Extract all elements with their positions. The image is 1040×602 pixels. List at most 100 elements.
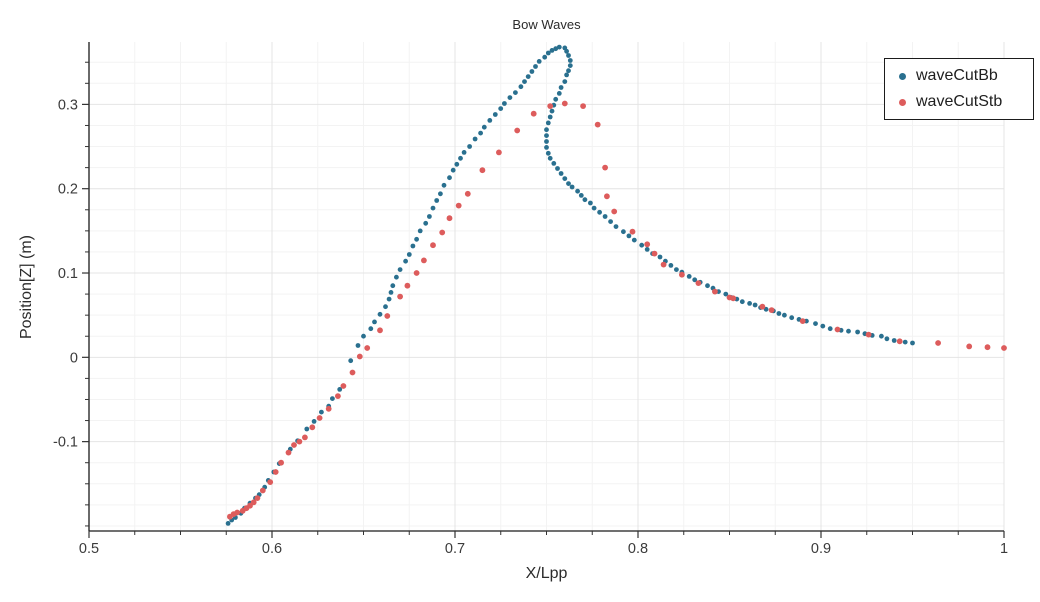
- data-point-waveCutBb: [225, 521, 231, 526]
- data-point-waveCutBb: [846, 328, 851, 334]
- data-point-waveCutStb: [421, 257, 427, 264]
- data-point-waveCutBb: [613, 224, 619, 230]
- data-point-waveCutBb: [827, 326, 833, 332]
- data-point-waveCutBb: [454, 161, 460, 167]
- data-point-waveCutStb: [547, 103, 554, 109]
- data-point-waveCutBb: [547, 155, 553, 161]
- data-point-waveCutBb: [558, 171, 564, 176]
- data-point-waveCutBb: [372, 319, 377, 325]
- data-point-waveCutBb: [855, 329, 860, 335]
- y-tick-label: 0.1: [58, 266, 78, 282]
- x-tick-label: 0.8: [628, 541, 648, 557]
- data-point-waveCutBb: [337, 387, 343, 392]
- data-point-waveCutBb: [820, 323, 826, 329]
- data-point-waveCutBb: [910, 340, 915, 346]
- data-point-waveCutStb: [285, 449, 292, 456]
- data-point-waveCutStb: [834, 326, 841, 333]
- data-point-waveCutBb: [458, 155, 463, 161]
- data-point-waveCutBb: [549, 108, 555, 114]
- data-point-waveCutStb: [291, 442, 297, 448]
- data-point-waveCutStb: [604, 193, 610, 200]
- y-tick-label: -0.1: [53, 435, 78, 451]
- data-point-waveCutBb: [544, 127, 549, 133]
- data-point-waveCutBb: [319, 409, 324, 415]
- data-point-waveCutBb: [533, 64, 538, 69]
- data-point-waveCutBb: [472, 136, 478, 142]
- data-point-waveCutBb: [502, 101, 507, 106]
- data-point-waveCutStb: [316, 415, 323, 421]
- data-point-waveCutStb: [479, 167, 486, 174]
- data-point-waveCutStb: [644, 241, 651, 248]
- data-point-waveCutBb: [674, 267, 679, 272]
- data-point-waveCutBb: [626, 233, 632, 239]
- data-point-waveCutStb: [446, 215, 453, 222]
- data-point-waveCutBb: [567, 58, 573, 63]
- data-point-waveCutBb: [566, 53, 571, 58]
- data-point-waveCutStb: [364, 345, 371, 351]
- legend-item-waveCutStb[interactable]: waveCutStb: [885, 93, 1033, 111]
- data-point-waveCutBb: [368, 326, 374, 332]
- chart-title: Bow Waves: [512, 17, 581, 32]
- data-point-waveCutBb: [545, 150, 551, 156]
- data-point-waveCutBb: [723, 291, 729, 297]
- data-point-waveCutBb: [492, 112, 498, 117]
- data-point-waveCutBb: [467, 144, 472, 149]
- data-point-waveCutBb: [591, 205, 597, 211]
- data-point-waveCutBb: [547, 114, 553, 120]
- data-point-waveCutBb: [567, 63, 573, 68]
- data-point-waveCutStb: [404, 282, 411, 289]
- x-tick-label: 0.9: [811, 541, 831, 557]
- legend: waveCutBb waveCutStb: [884, 58, 1034, 120]
- data-point-waveCutBb: [564, 48, 569, 54]
- data-point-waveCutBb: [487, 118, 493, 123]
- data-point-waveCutBb: [542, 54, 548, 60]
- data-point-waveCutStb: [335, 393, 341, 399]
- data-point-waveCutBb: [522, 79, 527, 84]
- data-point-waveCutBb: [602, 214, 608, 219]
- data-point-waveCutBb: [549, 48, 555, 53]
- data-point-waveCutStb: [799, 318, 806, 324]
- data-point-waveCutStb: [259, 487, 266, 494]
- data-point-waveCutBb: [879, 333, 884, 339]
- data-point-waveCutStb: [325, 405, 332, 412]
- data-point-waveCutBb: [434, 198, 440, 203]
- x-axis-title: X/Lpp: [525, 565, 568, 582]
- data-point-waveCutStb: [309, 424, 316, 431]
- data-point-waveCutBb: [752, 302, 758, 308]
- data-point-waveCutStb: [660, 261, 667, 268]
- data-point-waveCutStb: [278, 459, 284, 466]
- data-point-waveCutStb: [896, 338, 903, 345]
- data-point-waveCutBb: [447, 175, 452, 181]
- data-point-waveCutStb: [768, 307, 775, 313]
- data-point-waveCutStb: [464, 190, 471, 197]
- data-point-waveCutBb: [410, 243, 416, 249]
- data-point-waveCutBb: [388, 290, 394, 295]
- data-point-waveCutStb: [349, 369, 356, 376]
- data-point-waveCutStb: [594, 121, 601, 128]
- data-point-waveCutBb: [403, 258, 408, 264]
- legend-marker-waveCutBb-icon: [899, 72, 906, 80]
- data-point-waveCutStb: [254, 495, 261, 501]
- legend-item-waveCutBb[interactable]: waveCutBb: [885, 67, 1033, 85]
- data-point-waveCutStb: [296, 438, 303, 445]
- data-point-waveCutBb: [423, 220, 429, 226]
- data-point-waveCutStb: [611, 208, 618, 215]
- data-point-waveCutStb: [439, 229, 446, 236]
- legend-marker-waveCutStb-icon: [899, 98, 906, 106]
- data-point-waveCutBb: [383, 304, 388, 310]
- data-point-waveCutBb: [553, 96, 559, 102]
- x-tick-label: 1: [1000, 541, 1008, 557]
- data-point-waveCutBb: [414, 236, 419, 242]
- data-point-waveCutBb: [438, 191, 443, 197]
- data-point-waveCutBb: [644, 247, 650, 252]
- data-point-waveCutBb: [513, 90, 518, 95]
- data-point-waveCutBb: [564, 72, 569, 78]
- data-point-waveCutBb: [668, 263, 674, 268]
- data-point-waveCutBb: [902, 339, 908, 345]
- data-point-waveCutBb: [553, 46, 559, 52]
- data-point-waveCutBb: [705, 283, 710, 289]
- data-point-waveCutBb: [481, 124, 487, 130]
- data-point-waveCutBb: [311, 419, 317, 424]
- data-point-waveCutBb: [507, 95, 513, 100]
